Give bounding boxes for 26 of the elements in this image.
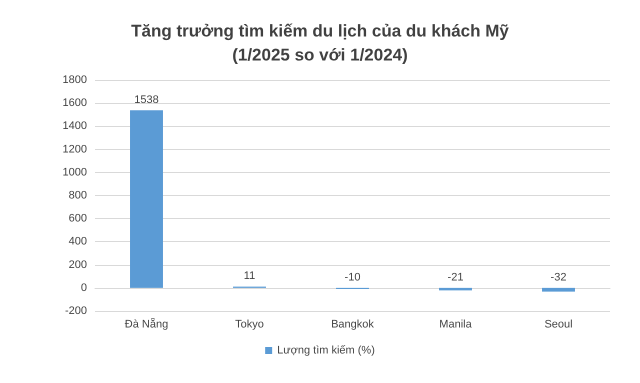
x-tick-label: Manila — [439, 318, 473, 330]
x-tick-label: Đà Nẵng — [124, 318, 168, 330]
y-tick-label: 400 — [68, 236, 87, 248]
legend-label: Lượng tìm kiếm (%) — [277, 344, 375, 356]
chart-title: Tăng trưởng tìm kiếm du lịch của du khách Mỹ (1/2025 so với 1/2024) — [131, 22, 510, 64]
x-tick-label: Seoul — [544, 318, 573, 330]
y-tick-label: -200 — [64, 305, 87, 317]
y-tick-label: 1200 — [62, 143, 87, 156]
data-label: 1538 — [134, 94, 159, 106]
y-tick-label: 1000 — [62, 166, 87, 178]
data-label: -32 — [550, 271, 566, 284]
y-tick-label: 200 — [68, 258, 87, 271]
y-tick-label: 600 — [68, 212, 87, 225]
bar — [542, 288, 575, 292]
x-tick-label: Bangkok — [331, 318, 374, 330]
bar — [130, 110, 163, 288]
bar — [439, 288, 472, 290]
data-label: 11 — [244, 270, 256, 282]
y-tick-label: 800 — [68, 190, 87, 202]
data-label: -10 — [344, 271, 360, 284]
x-tick-label: Tokyo — [235, 318, 264, 330]
y-tick-label: 0 — [80, 282, 87, 294]
y-tick-label: 1800 — [62, 74, 87, 86]
data-label: -21 — [448, 271, 464, 284]
y-tick-label: 1400 — [62, 120, 87, 132]
y-tick-label: 1600 — [62, 97, 87, 110]
